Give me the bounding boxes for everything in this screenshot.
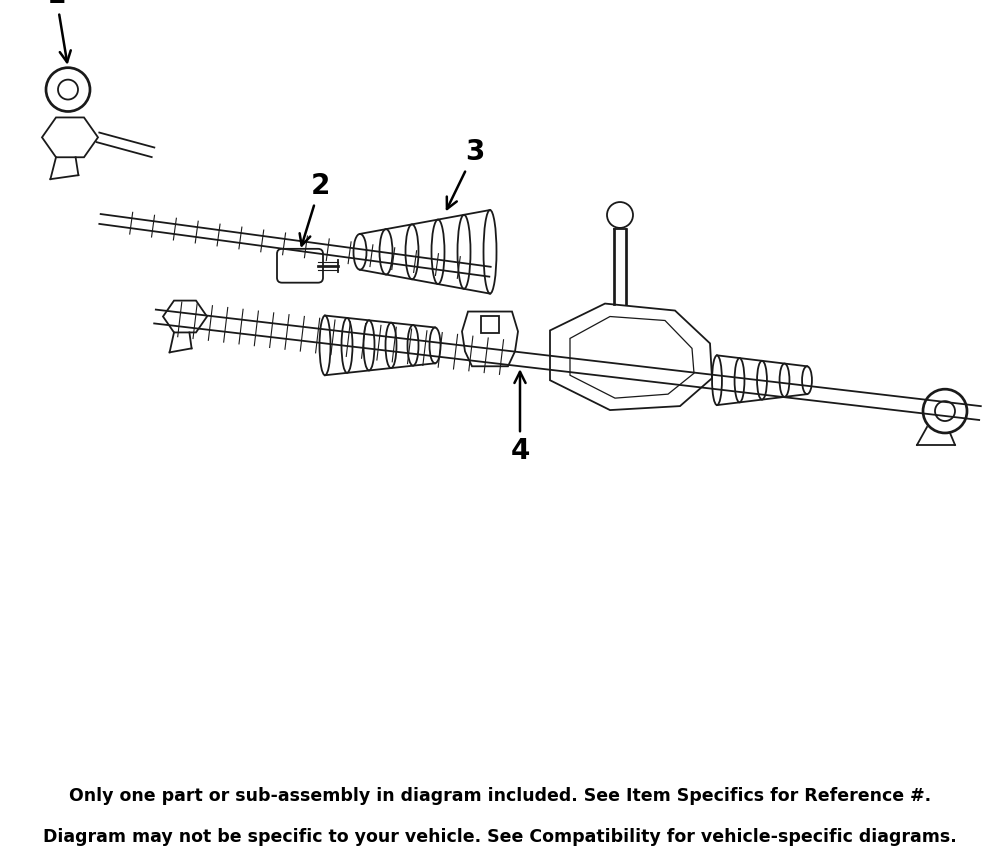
Text: 1: 1 (46, 0, 71, 62)
Text: 4: 4 (510, 372, 530, 465)
Text: Diagram may not be specific to your vehicle. See Compatibility for vehicle-speci: Diagram may not be specific to your vehi… (43, 828, 957, 846)
Text: Only one part or sub-assembly in diagram included. See Item Specifics for Refere: Only one part or sub-assembly in diagram… (69, 787, 931, 804)
Text: 2: 2 (300, 172, 330, 245)
Text: 3: 3 (447, 138, 484, 209)
